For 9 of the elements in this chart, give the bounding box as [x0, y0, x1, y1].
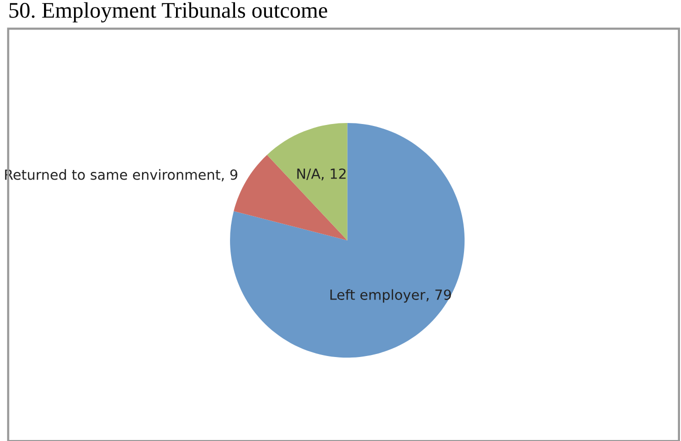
chart-title: 50. Employment Tribunals outcome: [9, 2, 328, 22]
data-label: , 79: [426, 289, 451, 302]
pie-slice: [267, 123, 348, 240]
data-label: , 12: [322, 168, 346, 180]
data-label: , 9: [222, 169, 238, 182]
pie-slice: [230, 123, 465, 358]
slice-label: Returned to same environment: [5, 169, 220, 180]
slice-label: N/A: [297, 168, 320, 180]
slice-label: Left employer: [330, 289, 426, 303]
